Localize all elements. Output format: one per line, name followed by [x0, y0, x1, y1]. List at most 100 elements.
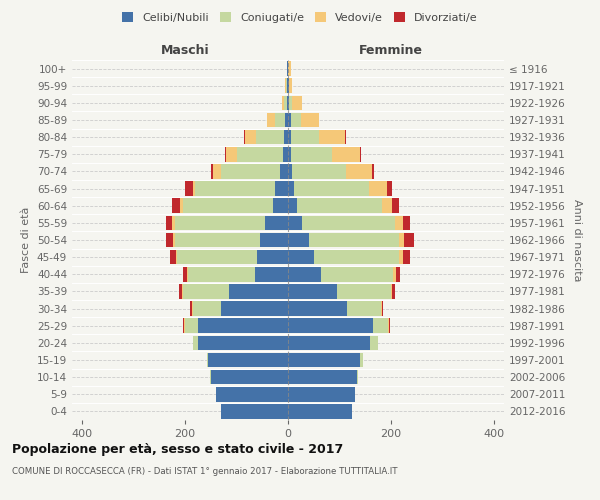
Bar — [198, 336, 288, 350]
Bar — [288, 96, 289, 110]
Bar — [398, 250, 403, 264]
Bar — [286, 112, 288, 128]
Bar — [288, 250, 314, 264]
Bar — [322, 267, 394, 281]
Bar — [288, 198, 297, 213]
Bar — [211, 370, 288, 384]
Bar — [196, 182, 275, 196]
Bar — [360, 352, 362, 368]
Y-axis label: Anni di nascita: Anni di nascita — [572, 198, 582, 281]
Bar — [226, 147, 236, 162]
Text: Popolazione per età, sesso e stato civile - 2017: Popolazione per età, sesso e stato civil… — [12, 442, 343, 456]
Bar — [403, 250, 410, 264]
Bar — [372, 164, 374, 178]
Bar — [283, 147, 288, 162]
Bar — [190, 302, 192, 316]
Bar — [360, 147, 361, 162]
Bar — [369, 182, 387, 196]
Bar — [207, 352, 208, 368]
Bar — [288, 387, 355, 402]
Bar — [198, 318, 288, 333]
Bar — [391, 284, 392, 298]
Bar — [179, 284, 182, 298]
Bar — [260, 232, 288, 248]
Bar — [185, 318, 198, 333]
Bar — [370, 336, 378, 350]
Bar — [403, 216, 410, 230]
Bar — [184, 318, 185, 333]
Bar — [288, 147, 290, 162]
Bar — [285, 78, 286, 93]
Bar — [178, 250, 257, 264]
Bar — [288, 164, 292, 178]
Bar — [185, 182, 193, 196]
Bar — [404, 232, 414, 248]
Bar — [288, 62, 290, 76]
Bar — [265, 216, 288, 230]
Legend: Celibi/Nubili, Coniugati/e, Vedovi/e, Divorziati/e: Celibi/Nubili, Coniugati/e, Vedovi/e, Di… — [118, 8, 482, 28]
Bar — [314, 250, 398, 264]
Bar — [288, 182, 294, 196]
Bar — [288, 352, 360, 368]
Bar — [275, 112, 286, 128]
Bar — [288, 318, 373, 333]
Bar — [244, 130, 245, 144]
Bar — [175, 216, 265, 230]
Bar — [211, 164, 214, 178]
Bar — [288, 336, 370, 350]
Bar — [254, 267, 288, 281]
Bar — [175, 232, 260, 248]
Text: Femmine: Femmine — [359, 44, 423, 57]
Bar — [289, 78, 292, 93]
Bar — [268, 112, 275, 128]
Bar — [380, 302, 382, 316]
Bar — [382, 302, 383, 316]
Bar — [214, 164, 221, 178]
Bar — [382, 198, 392, 213]
Bar — [221, 164, 280, 178]
Bar — [290, 112, 301, 128]
Bar — [392, 284, 395, 298]
Bar — [282, 96, 284, 110]
Bar — [275, 182, 288, 196]
Bar — [286, 78, 287, 93]
Bar — [284, 96, 287, 110]
Bar — [301, 112, 319, 128]
Bar — [292, 164, 346, 178]
Bar — [183, 318, 184, 333]
Bar — [176, 250, 178, 264]
Bar — [287, 78, 288, 93]
Bar — [289, 96, 292, 110]
Bar — [284, 130, 288, 144]
Bar — [290, 130, 319, 144]
Bar — [257, 250, 288, 264]
Bar — [288, 404, 352, 418]
Bar — [182, 198, 272, 213]
Bar — [344, 130, 346, 144]
Bar — [236, 147, 283, 162]
Bar — [166, 232, 173, 248]
Bar — [280, 164, 288, 178]
Bar — [193, 182, 196, 196]
Bar — [319, 130, 344, 144]
Bar — [287, 96, 288, 110]
Bar — [225, 147, 226, 162]
Bar — [187, 267, 188, 281]
Bar — [193, 302, 221, 316]
Bar — [288, 302, 347, 316]
Bar — [288, 370, 358, 384]
Bar — [392, 198, 398, 213]
Bar — [288, 232, 308, 248]
Bar — [172, 198, 180, 213]
Bar — [388, 318, 389, 333]
Bar — [398, 232, 404, 248]
Bar — [288, 267, 322, 281]
Bar — [294, 182, 369, 196]
Bar — [208, 352, 288, 368]
Bar — [394, 267, 396, 281]
Bar — [288, 112, 290, 128]
Bar — [332, 147, 360, 162]
Bar — [193, 336, 198, 350]
Bar — [170, 250, 176, 264]
Bar — [210, 370, 211, 384]
